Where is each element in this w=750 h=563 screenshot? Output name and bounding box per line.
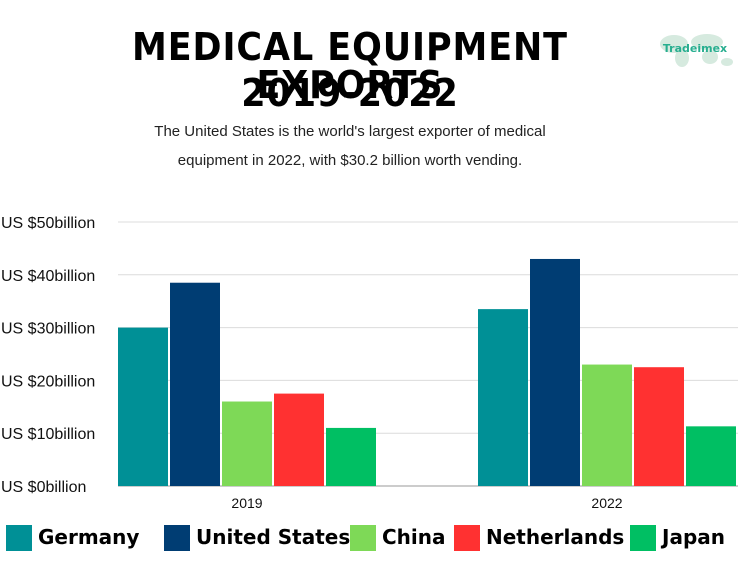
legend-label: China [382, 525, 446, 549]
legend-label: Netherlands [486, 525, 625, 549]
world-map-icon [660, 34, 733, 67]
chart-title-line-1: MEDICAL EQUIPMENT EXPORTS [132, 25, 568, 107]
chart-subtitle-line-2: equipment in 2022, with $30.2 billion wo… [177, 152, 523, 169]
bar-germany-2019 [118, 327, 168, 486]
y-tick-label: US $20billion [1, 373, 95, 390]
chart-legend: Germany United States China Netherlands Japa… [0, 519, 750, 559]
x-tick-label: 2022 [591, 495, 622, 511]
y-tick-label: US $10billion [1, 426, 95, 443]
chart-subtitle-line-1: The United States is the world's largest… [154, 123, 546, 140]
bar-netherlands-2019 [274, 393, 324, 486]
bar-japan-2019 [326, 427, 376, 486]
bar-china-2022 [582, 364, 632, 486]
legend-swatch [164, 525, 190, 551]
logo-text: Tradeimex [662, 42, 728, 55]
legend-label: Germany [38, 525, 140, 549]
legend-label: United States [196, 525, 351, 549]
y-tick-label: US $50billion [1, 215, 95, 232]
legend-label: Japan [662, 525, 725, 549]
bar-united-states-2019 [170, 282, 220, 486]
x-tick-label: 2019 [231, 495, 262, 511]
y-tick-label: US $30billion [1, 321, 95, 338]
chart-title-line-2: 2019-2022 [241, 71, 459, 115]
legend-swatch [630, 525, 656, 551]
legend-swatch [6, 525, 32, 551]
tradeimex-logo: Tradeimex [652, 26, 738, 72]
legend-swatch [350, 525, 376, 551]
bar-chart: US $0billion US $10billion US $20billion US… [1, 215, 738, 511]
bar-united-states-2022 [530, 258, 580, 486]
bar-japan-2022 [686, 426, 736, 486]
bar-germany-2022 [478, 309, 528, 486]
bar-netherlands-2022 [634, 367, 684, 486]
y-tick-label: US $40billion [1, 268, 95, 285]
legend-swatch [454, 525, 480, 551]
y-tick-label: US $0billion [1, 479, 86, 496]
bar-china-2019 [222, 401, 272, 486]
